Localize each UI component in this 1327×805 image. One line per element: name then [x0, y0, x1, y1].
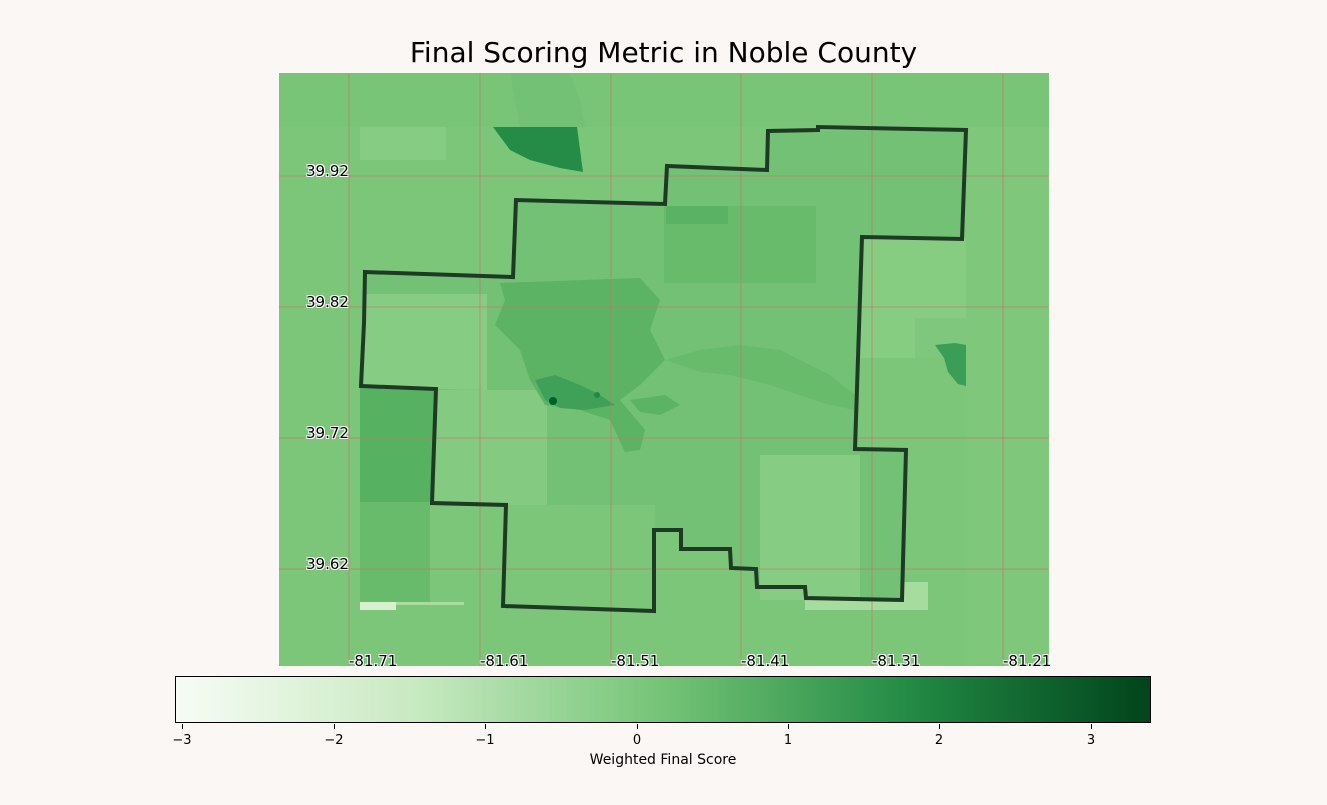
latitude-label: 39.92 — [306, 162, 349, 180]
colorbar-tick — [334, 724, 335, 729]
longitude-label: -81.71 — [349, 652, 398, 670]
region-tile — [279, 73, 1049, 127]
longitude-label: -81.51 — [611, 652, 660, 670]
region-tile — [360, 502, 430, 605]
colorbar-tick-label: −3 — [172, 733, 192, 748]
colorbar-tick-label: 1 — [783, 733, 793, 748]
region-tile — [630, 395, 680, 415]
colorbar-tick — [939, 724, 940, 729]
colorbar-tick — [485, 724, 486, 729]
colorbar — [175, 676, 1151, 723]
region-tile — [505, 505, 655, 611]
colorbar-tick-label: 2 — [934, 733, 944, 748]
colorbar-label: Weighted Final Score — [589, 752, 737, 768]
colorbar-tick-label: 3 — [1086, 733, 1096, 748]
region-tile — [666, 206, 728, 224]
region-tile — [495, 278, 665, 452]
latitude-label: 39.82 — [306, 293, 349, 311]
region-tile — [279, 127, 360, 666]
colorbar-tick-label: −1 — [475, 733, 495, 748]
latitude-label: 39.62 — [306, 555, 349, 573]
latitude-gridlines — [279, 175, 1049, 570]
region-tile — [549, 397, 557, 405]
region-tile — [935, 343, 966, 386]
chart-title: Final Scoring Metric in Noble County — [409, 36, 918, 69]
longitude-label: -81.41 — [741, 652, 790, 670]
longitude-label: -81.21 — [1003, 652, 1052, 670]
region-tile — [594, 392, 600, 398]
region-tile — [510, 73, 585, 127]
region-tile — [396, 602, 464, 605]
county-boundary — [358, 124, 969, 614]
region-tile — [361, 294, 487, 390]
colorbar-tick-label: 0 — [632, 733, 642, 748]
latitude-label: 39.72 — [306, 424, 349, 442]
region-tile — [966, 127, 1049, 666]
region-tile — [360, 386, 436, 502]
colorbar-tick — [1091, 724, 1092, 729]
longitude-label: -81.31 — [872, 652, 921, 670]
longitude-label: -81.61 — [480, 652, 529, 670]
region-tile — [432, 390, 547, 506]
colorbar-tick — [788, 724, 789, 729]
colorbar-tick — [637, 724, 638, 729]
region-tile — [360, 602, 396, 610]
region-tile — [493, 127, 583, 172]
region-tile — [760, 455, 860, 600]
region-tile — [360, 127, 446, 160]
region-tile — [665, 345, 855, 410]
colorbar-tick-label: −2 — [324, 733, 344, 748]
colorbar-tick — [182, 724, 183, 729]
